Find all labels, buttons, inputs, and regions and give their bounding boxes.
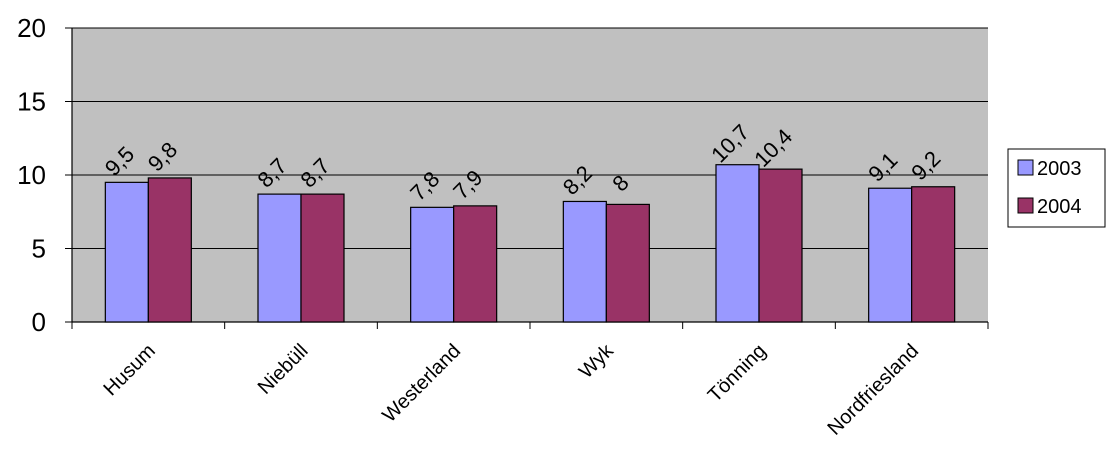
y-tick-label: 5 [32, 234, 46, 264]
legend: 2003 2004 [1007, 148, 1106, 228]
y-tick-label: 10 [17, 160, 46, 190]
bar-2004 [605, 203, 650, 323]
bar-2004 [300, 193, 345, 323]
legend-swatch-2003 [1017, 159, 1034, 176]
y-tick-label: 20 [17, 13, 46, 43]
bar-2003 [104, 181, 149, 323]
bar-2003 [868, 187, 913, 323]
legend-label: 2004 [1037, 196, 1082, 218]
legend-swatch-2004 [1017, 197, 1034, 214]
bar-2003 [715, 164, 760, 323]
y-tick-label: 0 [32, 307, 46, 337]
bar-2004 [147, 177, 192, 323]
category-label: Westerland [378, 340, 465, 427]
bar-2004 [758, 168, 803, 323]
category-label: Wyk [575, 339, 619, 383]
category-label: Nordfriesland [824, 340, 924, 440]
category-label: Niebüll [254, 340, 313, 399]
legend-label: 2003 [1037, 158, 1082, 180]
y-tick-label: 15 [17, 87, 46, 117]
bar-2003 [410, 206, 455, 323]
bar-2003 [562, 200, 607, 323]
category-label: Tönning [704, 340, 771, 407]
category-label: Husum [100, 340, 160, 400]
bar-2003 [257, 193, 302, 323]
bar-2004 [911, 186, 956, 323]
bar-2004 [453, 205, 498, 323]
